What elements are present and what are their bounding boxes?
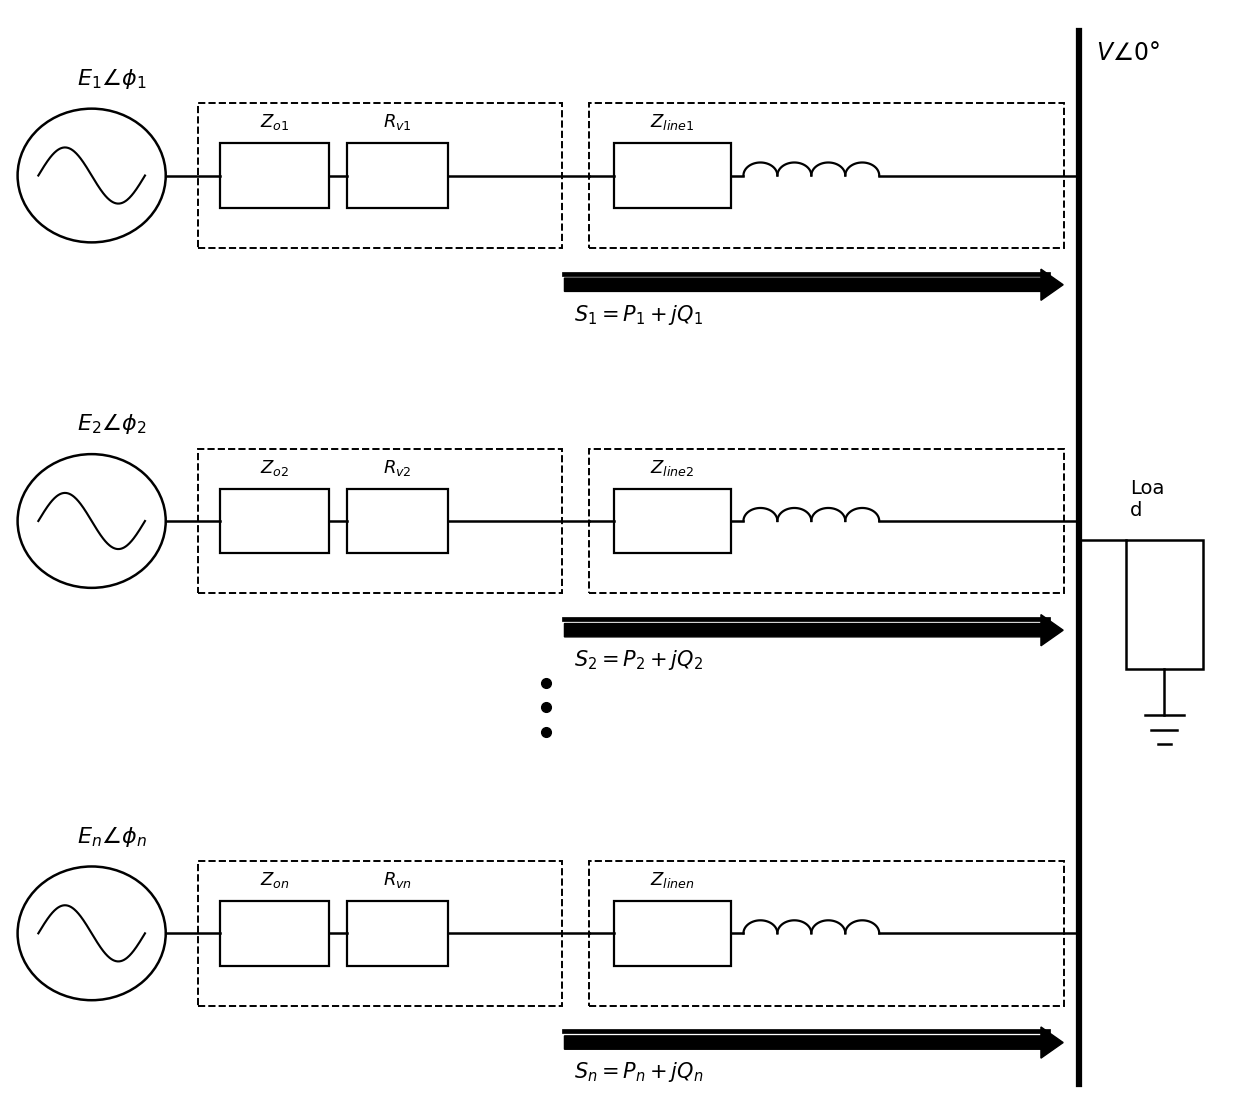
Text: $E_1\angle\phi_1$: $E_1\angle\phi_1$ <box>77 66 146 91</box>
FancyArrow shape <box>564 269 1063 300</box>
Bar <box>198 103 562 248</box>
Bar <box>589 861 1064 1006</box>
Text: $R_{v1}$: $R_{v1}$ <box>383 112 412 132</box>
Bar <box>347 900 449 965</box>
Text: $Z_{o1}$: $Z_{o1}$ <box>259 112 289 132</box>
Text: $R_{vn}$: $R_{vn}$ <box>383 870 413 890</box>
FancyArrow shape <box>564 615 1063 646</box>
FancyArrow shape <box>564 1027 1063 1058</box>
Text: $R_{v2}$: $R_{v2}$ <box>383 458 412 477</box>
Bar <box>589 448 1064 594</box>
Bar <box>347 143 449 208</box>
Text: $S_2=P_2+jQ_2$: $S_2=P_2+jQ_2$ <box>574 648 703 672</box>
Text: $S_n=P_n+jQ_n$: $S_n=P_n+jQ_n$ <box>574 1061 703 1084</box>
Bar <box>347 488 449 553</box>
Text: $V\angle0°$: $V\angle0°$ <box>1096 40 1161 65</box>
Bar <box>219 900 329 965</box>
Text: $Z_{linen}$: $Z_{linen}$ <box>650 870 694 890</box>
Bar <box>198 861 562 1006</box>
Text: $S_1=P_1+jQ_1$: $S_1=P_1+jQ_1$ <box>574 302 703 327</box>
Bar <box>589 103 1064 248</box>
Bar <box>614 488 732 553</box>
Bar <box>198 448 562 594</box>
Bar <box>219 488 329 553</box>
Bar <box>614 900 732 965</box>
Text: $Z_{o2}$: $Z_{o2}$ <box>259 458 289 477</box>
Bar <box>219 143 329 208</box>
Bar <box>614 143 732 208</box>
Text: $E_n\angle\phi_n$: $E_n\angle\phi_n$ <box>77 823 146 849</box>
Text: Loa
d: Loa d <box>1130 479 1164 521</box>
Text: $Z_{on}$: $Z_{on}$ <box>259 870 289 890</box>
Bar <box>1126 541 1203 669</box>
Text: $Z_{line2}$: $Z_{line2}$ <box>650 458 694 477</box>
Text: $Z_{line1}$: $Z_{line1}$ <box>650 112 694 132</box>
Text: $E_2\angle\phi_2$: $E_2\angle\phi_2$ <box>77 411 146 437</box>
